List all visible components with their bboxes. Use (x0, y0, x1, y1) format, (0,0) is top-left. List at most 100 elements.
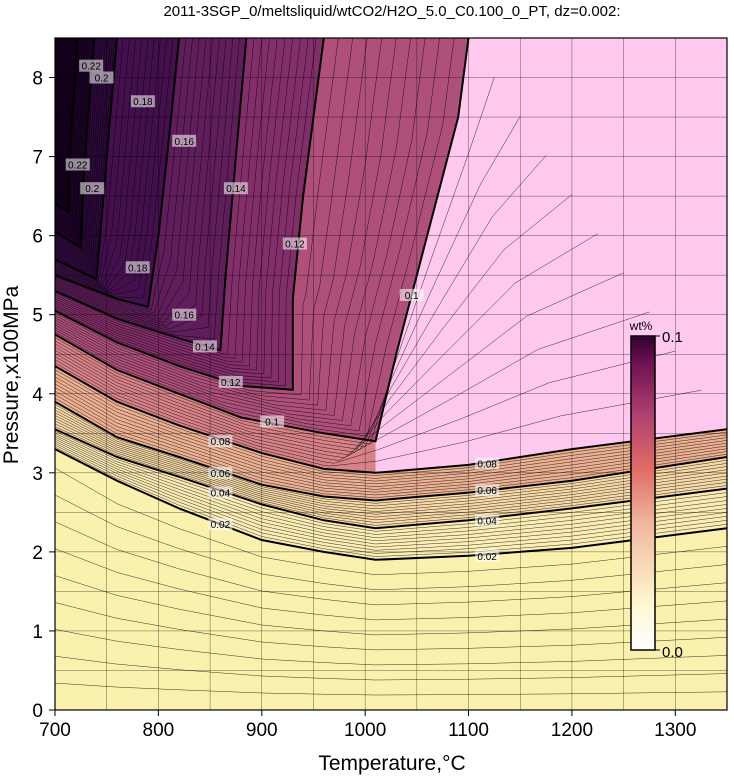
thin-contour (55, 38, 255, 355)
contour-label-bg (79, 59, 104, 72)
contour-label-bg (475, 549, 500, 562)
colorbar: wt% 0.1 0.0 (629, 319, 683, 661)
thin-contour (55, 394, 727, 496)
thin-contour (55, 38, 113, 274)
contour-label: 0.04 (477, 516, 497, 527)
thin-contour (55, 415, 727, 515)
colorbar-min-label: 0.0 (662, 644, 683, 661)
contour-label-bg (172, 308, 197, 321)
thin-contour (55, 38, 213, 323)
thin-contour (55, 433, 727, 535)
thin-contour (55, 38, 155, 292)
y-tick-label: 5 (32, 306, 43, 327)
thin-contour (55, 38, 411, 421)
contour-label: 0.22 (68, 160, 88, 171)
thin-contour (55, 441, 727, 548)
contour-0.02 (55, 448, 727, 561)
thin-contour (55, 409, 727, 510)
thin-contour (55, 380, 727, 485)
band-0.14 (55, 38, 727, 351)
contour-label-bg (172, 134, 197, 147)
contour-label-bg (260, 415, 285, 428)
contour-label-bg (192, 340, 217, 353)
chart-title: 2011-3SGP_0/meltsliquid/wtCO2/H2O_5.0_C0… (163, 3, 620, 20)
thin-contour (55, 233, 598, 456)
contour-0.06 (55, 400, 727, 502)
thin-contour (55, 38, 130, 284)
x-tick-label: 800 (143, 720, 175, 741)
thin-contour (55, 420, 727, 521)
plot-area: 0.02 0.04 0.06 0.08 0.02 0.04 0.06 0.08 0.1 0.12 0… (55, 38, 727, 710)
thin-contour (55, 38, 293, 375)
thin-contour (55, 548, 727, 621)
thin-contour (55, 383, 727, 487)
thin-contour (55, 443, 727, 551)
contour-label: 0.08 (211, 437, 231, 448)
y-tick-label: 6 (32, 227, 43, 248)
thin-contour (55, 412, 727, 512)
thin-contour (55, 38, 368, 406)
thin-contour (55, 38, 301, 379)
contour-label-bg (475, 484, 500, 497)
thin-contour (55, 439, 727, 545)
thin-contour (55, 38, 149, 290)
contour-label: 0.22 (81, 62, 101, 73)
contour-label-bg (223, 182, 248, 195)
thin-contour (55, 38, 167, 296)
contour-0.1 (55, 38, 470, 443)
contour-0.08 (55, 365, 727, 474)
band-0.16 (55, 38, 727, 307)
contour-label-bg (80, 182, 105, 195)
contour-label-bg (218, 375, 243, 388)
contour-label: 0.12 (221, 378, 241, 389)
thin-contour (55, 446, 727, 557)
thin-contour (55, 38, 109, 267)
colorbar-max-label: 0.1 (662, 329, 683, 346)
thin-contour (55, 38, 227, 330)
thin-contour (55, 373, 727, 479)
contour-label: 0.2 (85, 184, 99, 195)
contour-label: 0.1 (265, 417, 279, 428)
y-axis-label: Pressure,x100MPa (0, 285, 23, 464)
contour-label-bg (65, 158, 90, 171)
thin-contour (55, 390, 727, 493)
contour-label: 0.2 (95, 74, 109, 85)
thin-contour (55, 467, 727, 576)
contour-label: 0.14 (226, 184, 246, 195)
thin-contour (55, 38, 233, 333)
y-tick-label: 3 (32, 464, 43, 485)
thin-contour (55, 38, 124, 282)
thin-contour (55, 656, 727, 681)
thin-contour (55, 404, 727, 504)
contour-label-bg (282, 237, 307, 250)
thin-contour (55, 376, 727, 482)
contour-label: 0.08 (477, 459, 497, 470)
thin-contour (55, 155, 547, 450)
contour-label-bg (208, 466, 233, 479)
thin-contour (55, 350, 676, 464)
contour-0.04 (55, 428, 727, 530)
contour-label-bg (208, 518, 233, 531)
thin-contour (55, 38, 111, 270)
thin-contour (55, 38, 339, 396)
thin-contour (55, 38, 382, 411)
thin-contour (55, 38, 220, 327)
thin-contour (55, 494, 727, 591)
contour-label: 0.04 (211, 489, 231, 500)
thin-contour (55, 194, 573, 453)
thin-contour (55, 38, 397, 416)
thin-contour (55, 397, 727, 498)
contour-0.18 (55, 38, 118, 281)
x-tick-label: 1200 (551, 720, 593, 741)
contour-label-bg (208, 486, 233, 499)
thin-contour (55, 38, 440, 432)
contour-label-layer: 0.02 0.04 0.06 0.08 0.02 0.04 0.06 0.08 0.1 0.12 0… (65, 59, 500, 563)
contour-0.12 (55, 38, 325, 391)
thin-contour (55, 38, 115, 277)
contour-label-bg (208, 435, 233, 448)
y-tick-label: 8 (32, 69, 43, 90)
thin-contour (55, 521, 727, 606)
thin-contour (55, 369, 727, 476)
thin-contour (55, 38, 309, 383)
colorbar-unit: wt% (629, 319, 653, 333)
